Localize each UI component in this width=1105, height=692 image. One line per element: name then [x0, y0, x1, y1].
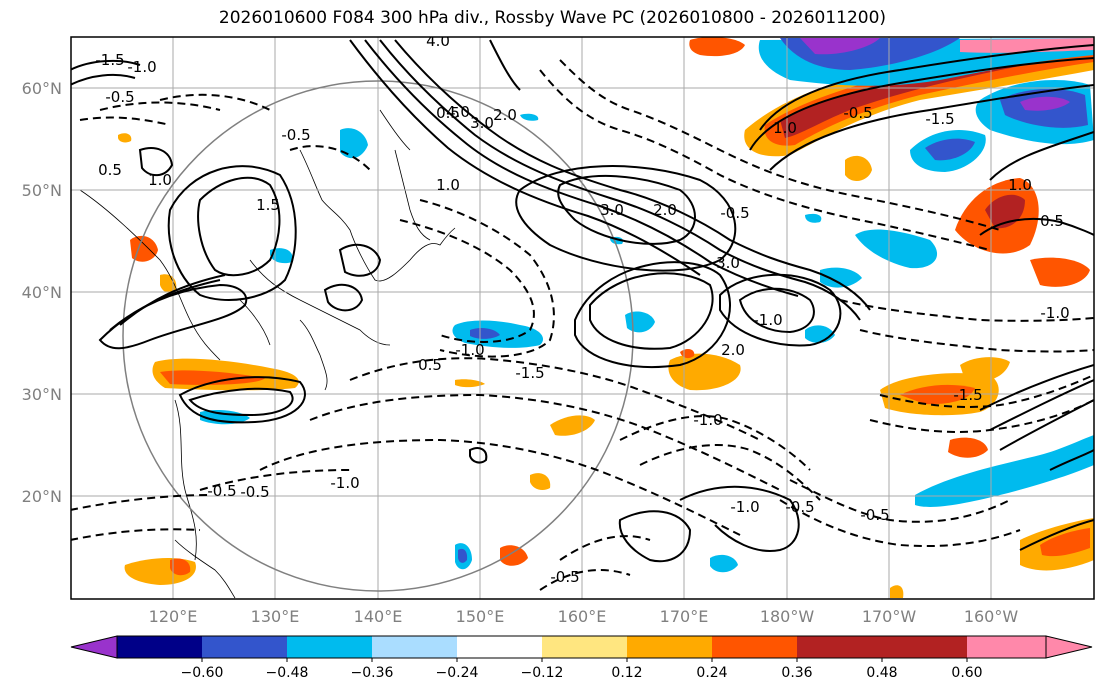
reference-circle: [122, 80, 634, 592]
contour-label: -1.0: [1040, 304, 1069, 322]
contour-label: -0.5: [281, 126, 310, 144]
lon-label-170e: 170°E: [660, 607, 709, 626]
colorbar-tick: 0.12: [611, 665, 642, 681]
lon-label-140e: 140°E: [354, 607, 403, 626]
lat-label-30n: 30°N: [22, 385, 62, 404]
contour-label: -1.0: [127, 58, 156, 76]
lon-label-160w: 160°W: [964, 607, 1019, 626]
contour-label: -0.5: [720, 204, 749, 222]
contour-label: -0.5: [240, 483, 269, 501]
gridlines: [71, 37, 1094, 599]
contour-label: -0.5: [105, 88, 134, 106]
colorbar-bin: [457, 636, 542, 658]
colorbar-tick: −0.12: [521, 665, 564, 681]
colorbar-tick: −0.48: [266, 665, 309, 681]
colorbar-tick: 0.36: [781, 665, 812, 681]
contour-label: 0.5: [436, 104, 460, 122]
colorbar-bin: [712, 636, 797, 658]
colorbar-extend-low: [70, 635, 118, 659]
contour-label: -0.5: [207, 482, 236, 500]
lat-label-60n: 60°N: [22, 79, 62, 98]
colorbar-bin: [967, 636, 1046, 658]
contour-label: -1.0: [730, 498, 759, 516]
contour-label: 1.5: [256, 196, 280, 214]
lat-label-50n: 50°N: [22, 181, 62, 200]
contour-label: 3.0: [470, 114, 494, 132]
contour-label: -1.5: [925, 110, 954, 128]
colorbar-tick: 0.60: [951, 665, 982, 681]
colorbar-bin: [287, 636, 372, 658]
contour-label: -0.5: [860, 506, 889, 524]
colorbar-bin: [882, 636, 967, 658]
negative-contours: [71, 59, 1094, 591]
colorbar-tick: −0.24: [436, 665, 479, 681]
contour-label: -1.5: [95, 51, 124, 69]
colorbar-bin: [542, 636, 627, 658]
lon-label-170w: 170°W: [862, 607, 917, 626]
contour-label: 3.0: [716, 254, 740, 272]
longitude-labels: 120°E 130°E 140°E 150°E 160°E 170°E 180°…: [149, 607, 1019, 626]
colorbar-bin: [627, 636, 712, 658]
contour-label: 0.5: [418, 356, 442, 374]
lon-label-160e: 160°E: [558, 607, 607, 626]
contour-label: -0.5: [843, 104, 872, 122]
contour-label: 3.0: [600, 201, 624, 219]
colorbar-extend-high: [1045, 635, 1093, 659]
contour-labels: -1.5 -1.0 -0.5 0.5 1.0 1.5 2.0 3.0 4.0 4…: [95, 32, 1069, 586]
colorbar-tick: 0.48: [866, 665, 897, 681]
contour-label: 4.0: [426, 32, 450, 50]
map-title: 2026010600 F084 300 hPa div., Rossby Wav…: [218, 8, 887, 28]
latitude-labels: 60°N 50°N 40°N 30°N 20°N: [22, 79, 62, 506]
contour-label: 1.0: [773, 119, 797, 137]
contour-label: 2.0: [653, 201, 677, 219]
contour-label: -0.5: [785, 498, 814, 516]
contour-label: -1.5: [953, 386, 982, 404]
contour-label: 4.0: [446, 103, 470, 121]
contour-label: -1.0: [330, 474, 359, 492]
contour-label: -0.5: [550, 568, 579, 586]
lon-label-150e: 150°E: [456, 607, 505, 626]
contour-label: 1.0: [436, 176, 460, 194]
lon-label-180w: 180°W: [760, 607, 815, 626]
lat-label-20n: 20°N: [22, 487, 62, 506]
contour-label: -1.5: [515, 364, 544, 382]
contour-label: -1.0: [455, 341, 484, 359]
contour-label: 1.0: [1008, 176, 1032, 194]
contour-label: 0.5: [1040, 212, 1064, 230]
contour-label: 0.5: [98, 161, 122, 179]
colorbar-tick: −0.60: [181, 665, 224, 681]
positive-contours: [71, 39, 1094, 563]
colorbar-tick: −0.36: [351, 665, 394, 681]
colorbar-bin: [797, 636, 882, 658]
lon-label-130e: 130°E: [251, 607, 300, 626]
coastlines: [79, 109, 456, 599]
colorbar: −0.60 −0.48 −0.36 −0.24 −0.12 0.12 0.24 …: [70, 635, 1093, 681]
contour-label: 2.0: [493, 106, 517, 124]
contour-label: -1.0: [753, 311, 782, 329]
contour-label: 1.0: [148, 171, 172, 189]
contour-label: -1.0: [693, 411, 722, 429]
lat-label-40n: 40°N: [22, 283, 62, 302]
map-frame: [70, 36, 1095, 600]
colorbar-bin: [372, 636, 457, 658]
colorbar-bin: [117, 636, 202, 658]
contour-label: 2.0: [721, 341, 745, 359]
colorbar-bin: [202, 636, 287, 658]
lon-label-120e: 120°E: [149, 607, 198, 626]
colorbar-tick: 0.24: [696, 665, 727, 681]
